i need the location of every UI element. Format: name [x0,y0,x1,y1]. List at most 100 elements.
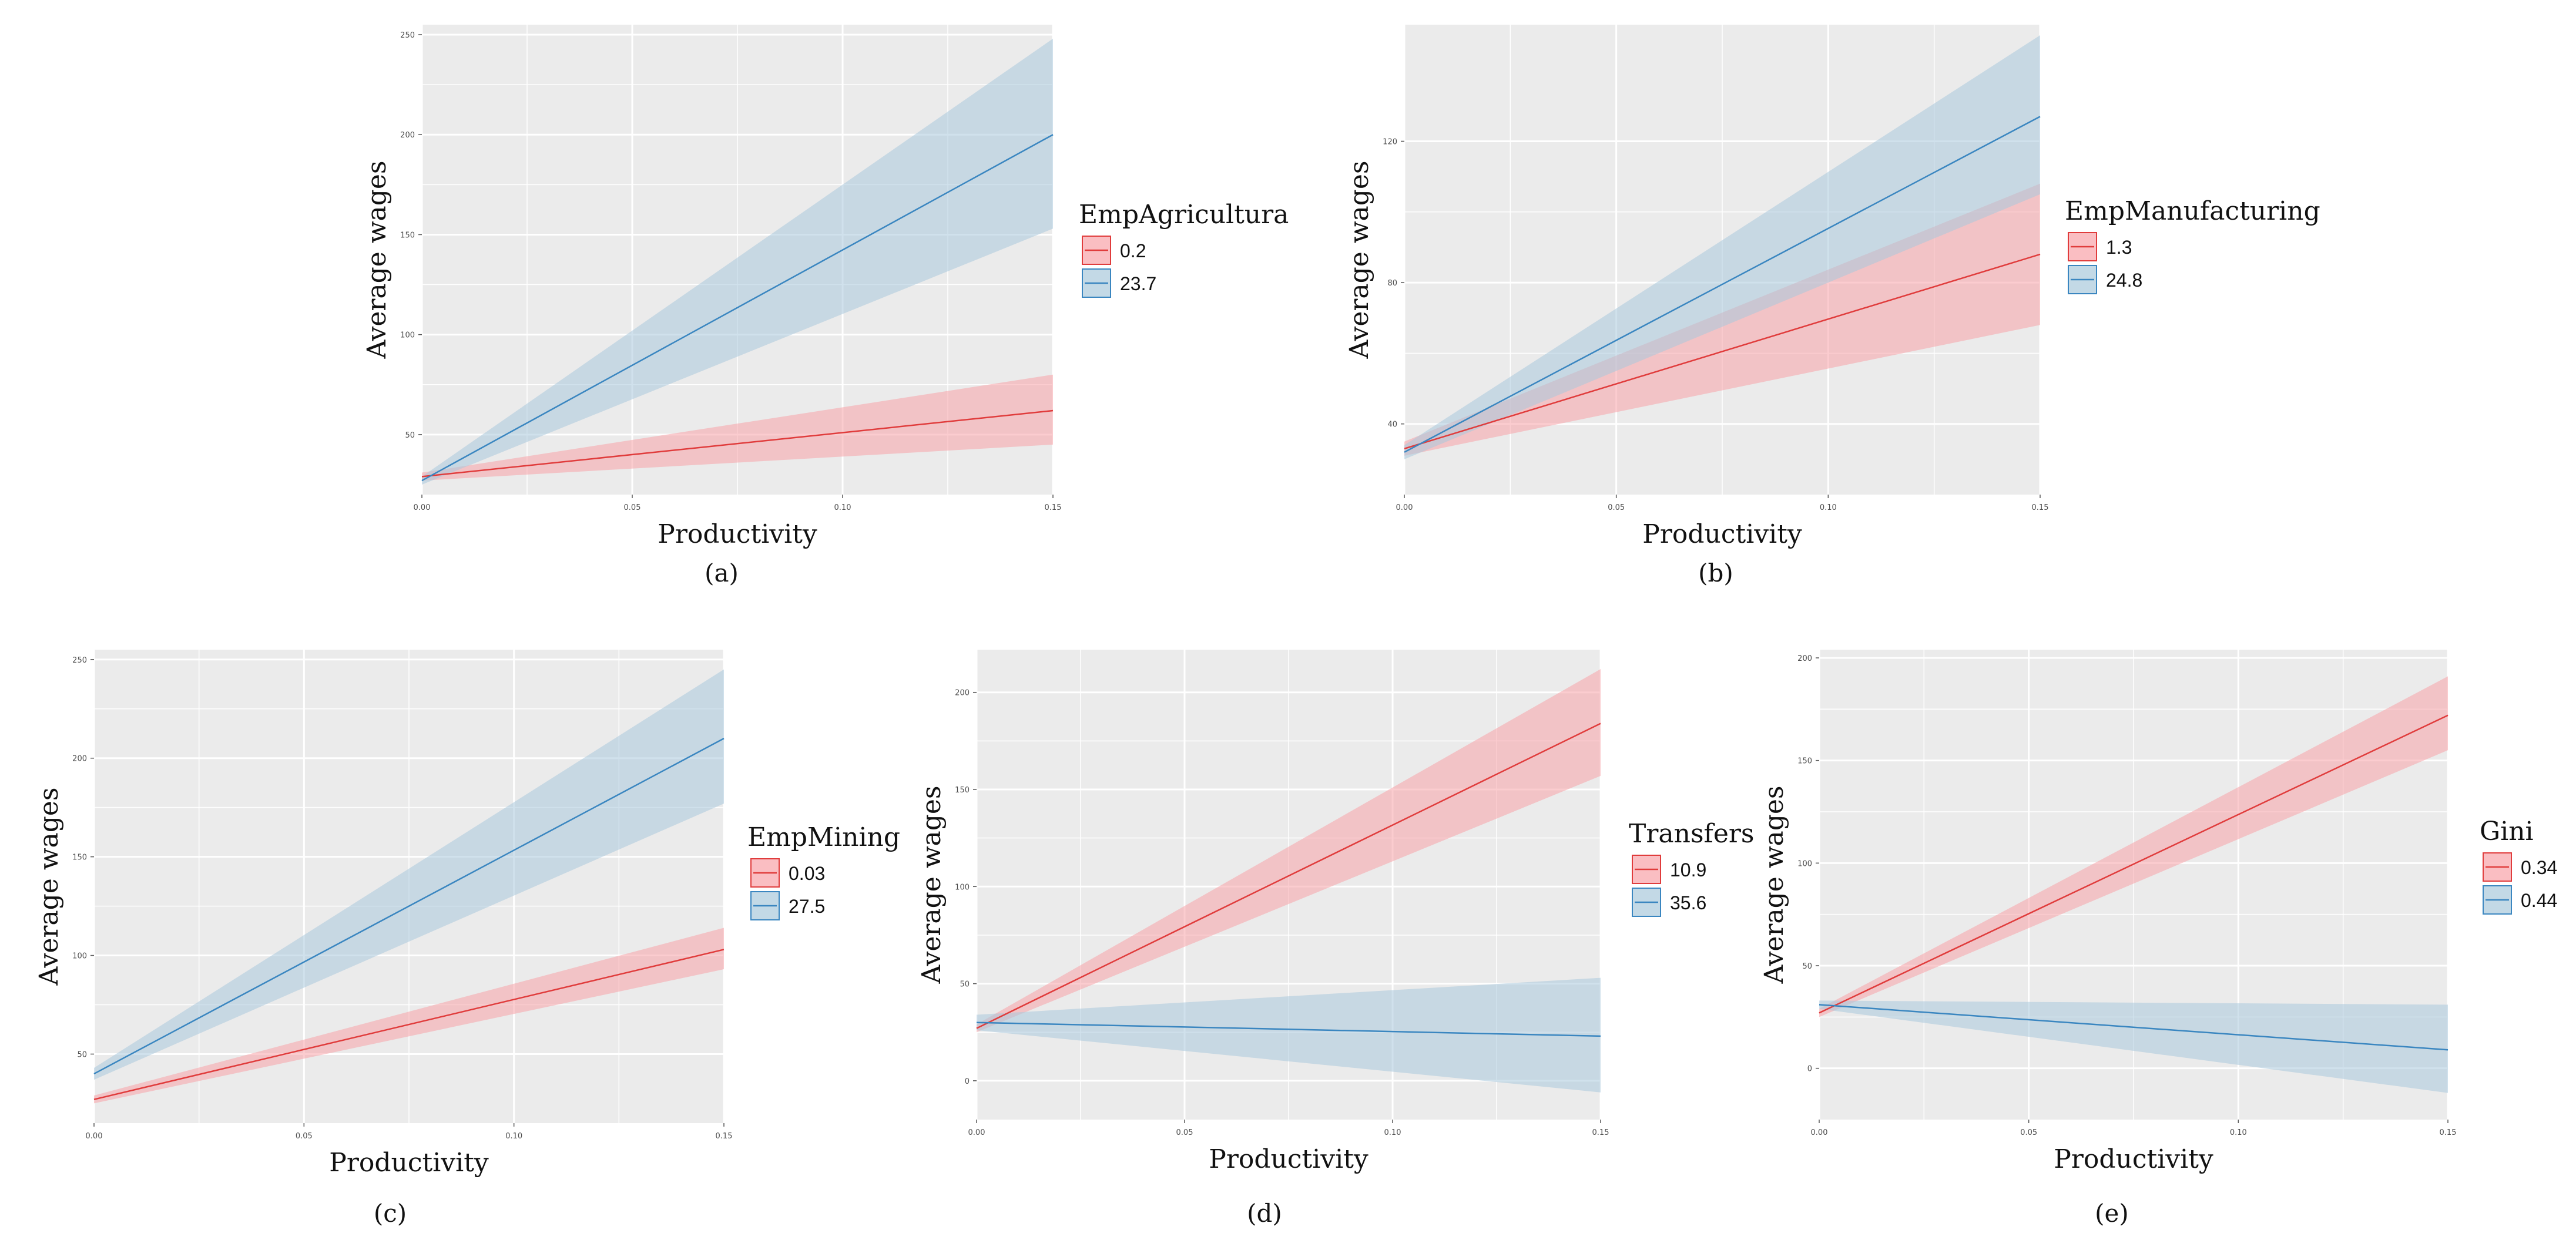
series-line-27.5 [93,738,724,1075]
series-line-0.03 [93,949,724,1100]
y-tick-label: 100 [72,952,87,961]
x-axis-title: Productivity [2054,1144,2213,1174]
legend-label-0.44: 0.44 [2521,890,2557,911]
x-tick-label: 0.15 [1592,1128,1609,1137]
y-tick-label: 250 [400,31,415,40]
series-line-0.44 [1819,1004,2448,1051]
legend: EmpManufacturing 1.3 24.8 [2065,196,2320,294]
x-tick-label: 0.10 [2230,1128,2247,1137]
series-line-0.34 [1819,714,2448,1014]
legend-title: Transfers [1629,819,1754,849]
legend: EmpMining 0.03 27.5 [747,822,900,920]
y-axis-title: Average wages [34,787,64,986]
legend-title: EmpMining [747,822,900,852]
x-tick-label: 0.15 [2032,503,2049,512]
y-axis-title: Average wages [362,160,392,359]
y-tick-label: 250 [72,656,87,665]
y-tick-label: 50 [77,1050,87,1059]
x-tick-label: 0.00 [1811,1128,1828,1137]
panel-caption: (b) [1698,559,1733,587]
panel-caption: (a) [705,559,739,587]
x-axis-title: Productivity [1642,519,1802,549]
y-tick-label: 40 [1387,421,1397,429]
x-tick-label: 0.10 [834,503,851,512]
y-tick-label: 0 [1807,1065,1812,1074]
x-tick-label: 0.15 [716,1132,733,1141]
confidence-ribbon-10.9 [977,669,1601,1033]
panel-caption: (d) [1247,1199,1282,1228]
confidence-ribbon-0.2 [422,374,1053,481]
y-tick-label: 150 [955,786,970,795]
x-axis-title: Productivity [658,519,817,549]
chart-panel-a: 0.00 0.05 0.10 0.15 50 100 150 200 250 Productivi… [362,25,1289,587]
y-tick-label: 50 [1802,962,1812,971]
confidence-ribbon-35.6 [977,977,1601,1093]
y-tick-label: 100 [955,883,970,892]
y-axis-title: Average wages [1344,160,1374,359]
y-tick-label: 200 [955,689,970,698]
legend-label-24.8: 24.8 [2106,270,2142,291]
x-tick-label: 0.15 [1045,503,1062,512]
chart-panel-e: 0.00 0.05 0.10 0.15 0 50 100 150 200 Productivity… [1759,650,2557,1228]
y-tick-label: 80 [1387,279,1397,288]
legend-label-10.9: 10.9 [1670,859,1706,881]
series-line-1.3 [1404,253,2041,449]
y-tick-label: 150 [400,231,415,240]
y-tick-label: 100 [1797,859,1812,868]
legend-title: EmpManufacturing [2065,196,2320,226]
confidence-ribbon-23.7 [422,38,1053,485]
series-line-10.9 [976,723,1601,1029]
x-tick-label: 0.00 [968,1128,985,1137]
y-tick-label: 200 [400,131,415,140]
y-tick-label: 50 [405,431,415,440]
chart-panel-d: 0.00 0.05 0.10 0.15 0 50 100 150 200 Productivity… [917,650,1754,1228]
series-line-35.6 [976,1021,1601,1037]
panel-caption: (c) [374,1199,407,1228]
panel-caption: (e) [2095,1199,2129,1228]
legend-label-0.03: 0.03 [789,863,825,884]
y-axis-title: Average wages [917,785,947,984]
x-tick-label: 0.10 [1384,1128,1401,1137]
x-tick-label: 0.00 [1396,503,1413,512]
confidence-ribbon-0.44 [1819,1000,2448,1093]
x-tick-label: 0.10 [1820,503,1837,512]
y-tick-label: 200 [1797,654,1812,663]
y-tick-label: 200 [72,755,87,764]
confidence-ribbon-24.8 [1404,35,2040,459]
chart-panel-b: 0.00 0.05 0.10 0.15 40 80 120 Productivity Avera… [1344,25,2320,587]
x-tick-label: 0.00 [86,1132,103,1141]
x-tick-label: 0.10 [505,1132,522,1141]
legend-label-23.7: 23.7 [1120,273,1156,294]
legend-title: Gini [2480,816,2534,846]
confidence-ribbon-0.03 [94,928,724,1104]
series-line-24.8 [1404,116,2041,453]
legend-label-27.5: 27.5 [789,896,825,917]
x-tick-label: 0.00 [414,503,431,512]
y-tick-label: 0 [965,1077,970,1086]
y-tick-label: 150 [1797,757,1812,766]
legend-label-1.3: 1.3 [2106,237,2132,258]
x-tick-label: 0.05 [1608,503,1625,512]
y-tick-label: 120 [1383,137,1397,146]
legend: Gini 0.34 0.44 [2480,816,2557,915]
x-axis-title: Productivity [1209,1144,1368,1174]
legend-label-35.6: 35.6 [1670,892,1706,913]
legend: Transfers 10.9 35.6 [1629,819,1754,917]
series-line-23.7 [421,134,1054,482]
x-tick-label: 0.05 [1176,1128,1193,1137]
y-axis-title: Average wages [1759,785,1789,984]
y-tick-label: 50 [960,980,970,989]
series-line-0.2 [421,409,1054,478]
legend-label-0.34: 0.34 [2521,857,2557,878]
chart-panel-c: 0.00 0.05 0.10 0.15 50 100 150 200 250 Productivi… [34,650,900,1228]
x-axis-title: Productivity [329,1148,489,1178]
legend-label-0.2: 0.2 [1120,240,1146,261]
y-tick-label: 100 [400,331,415,340]
x-tick-label: 0.15 [2440,1128,2457,1137]
x-tick-label: 0.05 [296,1132,313,1141]
confidence-ribbon-0.34 [1819,676,2448,1017]
legend: EmpAgricultura 0.2 23.7 [1079,200,1289,298]
y-tick-label: 150 [72,853,87,862]
legend-title: EmpAgricultura [1079,200,1289,230]
